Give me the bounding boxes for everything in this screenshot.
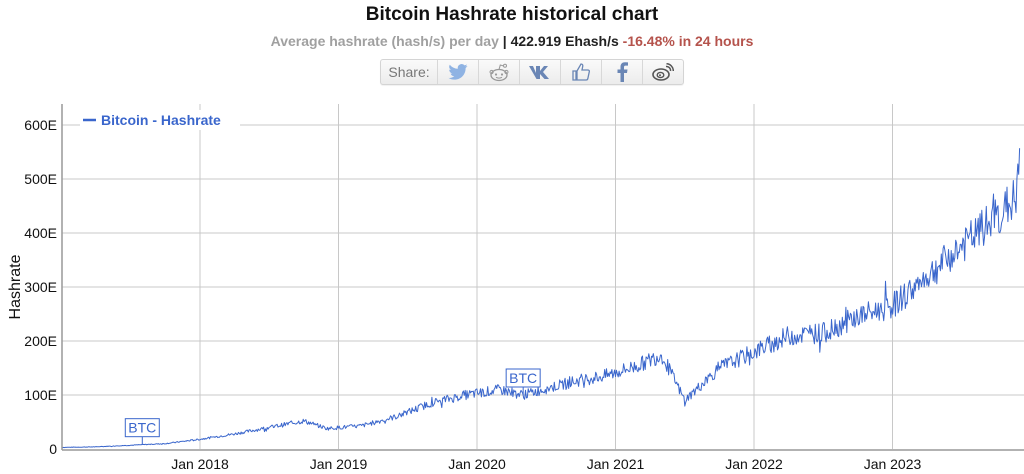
separator: | [502, 33, 507, 49]
legend[interactable]: Bitcoin - Hashrate [80, 110, 240, 130]
x-tick-label: Jan 2018 [171, 456, 229, 472]
hashrate-line [61, 148, 1021, 449]
like-share-button[interactable] [560, 60, 601, 84]
vk-icon [529, 66, 549, 79]
change-24h: -16.48% in 24 hours [622, 33, 754, 49]
x-tick-label: Jan 2021 [587, 456, 645, 472]
facebook-icon [617, 62, 628, 82]
y-tick-label: 200E [24, 333, 57, 349]
weibo-icon [652, 63, 674, 81]
x-axis: Jan 2018 Jan 2019 Jan 2020 Jan 2021 Jan 2022… [171, 456, 921, 472]
y-tick-label: 600E [24, 117, 57, 133]
page-title: Bitcoin Hashrate historical chart [365, 4, 659, 25]
annotation-flag[interactable] [505, 368, 541, 388]
facebook-share-button[interactable] [601, 60, 642, 84]
chart-gridlines [62, 104, 1024, 449]
y-tick-label: 500E [24, 171, 57, 187]
btc-annotations: BTC BTC [124, 368, 541, 445]
y-tick-label: 0 [49, 441, 57, 457]
annotation-label: BTC [509, 370, 537, 386]
annotation-flag[interactable] [124, 418, 160, 438]
x-tick-label: Jan 2022 [725, 456, 783, 472]
hashrate-summary: Average hashrate (hash/s) per day | 422.… [0, 33, 1024, 49]
annotation-label: BTC [128, 420, 156, 436]
y-tick-label: 300E [24, 279, 57, 295]
current-hashrate: 422.919 Ehash/s [510, 33, 619, 49]
y-tick-label: 400E [24, 225, 57, 241]
vk-share-button[interactable] [519, 60, 560, 84]
share-label: Share: [388, 64, 430, 80]
reddit-share-button[interactable] [478, 60, 519, 84]
reddit-icon [489, 63, 509, 82]
legend-label: Bitcoin - Hashrate [101, 112, 221, 128]
subtitle-label: Average hashrate (hash/s) per day [270, 33, 499, 49]
x-tick-label: Jan 2023 [864, 456, 922, 472]
y-tick-label: 100E [24, 387, 57, 403]
y-axis: 0 100E 200E 300E 400E 500E 600E [24, 117, 57, 457]
twitter-icon [448, 64, 468, 80]
x-tick-label: Jan 2020 [448, 456, 506, 472]
twitter-share-button[interactable] [437, 60, 478, 84]
share-bar: Share: [380, 59, 684, 85]
weibo-share-button[interactable] [642, 60, 683, 84]
like-icon [572, 63, 590, 81]
y-axis-label: Hashrate [7, 254, 24, 319]
x-tick-label: Jan 2019 [310, 456, 368, 472]
